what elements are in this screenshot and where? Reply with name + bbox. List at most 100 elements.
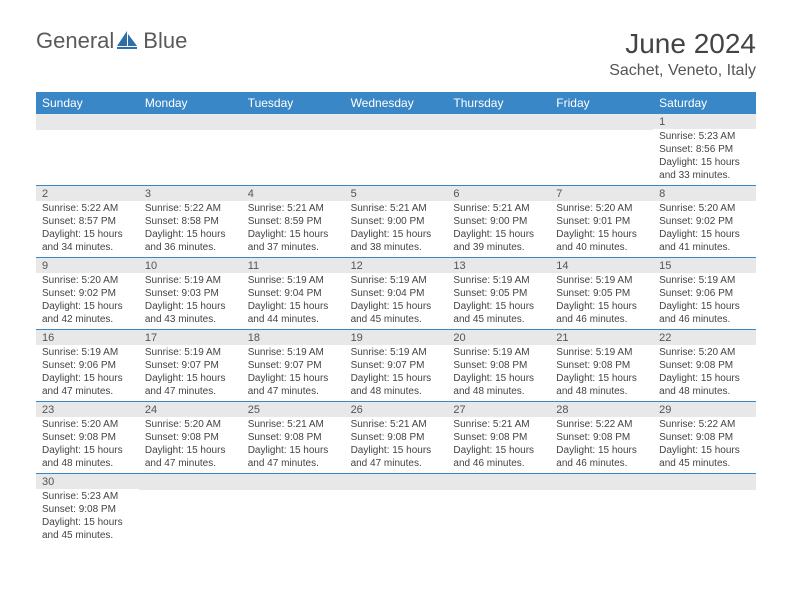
daylight-line: Daylight: 15 hours and 40 minutes. bbox=[556, 228, 647, 254]
day-header-monday: Monday bbox=[139, 92, 242, 114]
day-number: 17 bbox=[139, 330, 242, 345]
day-header-thursday: Thursday bbox=[447, 92, 550, 114]
title-block: June 2024 Sachet, Veneto, Italy bbox=[609, 28, 756, 80]
empty-cell bbox=[345, 474, 448, 545]
sunset-line: Sunset: 9:08 PM bbox=[145, 431, 236, 444]
day-number: 11 bbox=[242, 258, 345, 273]
day-number: 28 bbox=[550, 402, 653, 417]
day-body: Sunrise: 5:19 AMSunset: 9:05 PMDaylight:… bbox=[550, 273, 653, 329]
empty-cell bbox=[447, 474, 550, 545]
sunrise-line: Sunrise: 5:19 AM bbox=[351, 346, 442, 359]
daylight-line: Daylight: 15 hours and 47 minutes. bbox=[351, 444, 442, 470]
daylight-line: Daylight: 15 hours and 41 minutes. bbox=[659, 228, 750, 254]
sunrise-line: Sunrise: 5:19 AM bbox=[248, 346, 339, 359]
day-cell: 16Sunrise: 5:19 AMSunset: 9:06 PMDayligh… bbox=[36, 330, 139, 401]
daylight-line: Daylight: 15 hours and 48 minutes. bbox=[659, 372, 750, 398]
daylight-line: Daylight: 15 hours and 47 minutes. bbox=[145, 372, 236, 398]
day-body: Sunrise: 5:19 AMSunset: 9:04 PMDaylight:… bbox=[345, 273, 448, 329]
day-number: 27 bbox=[447, 402, 550, 417]
day-number: 4 bbox=[242, 186, 345, 201]
day-body: Sunrise: 5:22 AMSunset: 9:08 PMDaylight:… bbox=[653, 417, 756, 473]
sunset-line: Sunset: 9:08 PM bbox=[659, 431, 750, 444]
sunrise-line: Sunrise: 5:22 AM bbox=[659, 418, 750, 431]
day-body: Sunrise: 5:20 AMSunset: 9:01 PMDaylight:… bbox=[550, 201, 653, 257]
daylight-line: Daylight: 15 hours and 46 minutes. bbox=[453, 444, 544, 470]
day-number: 30 bbox=[36, 474, 139, 489]
day-cell: 20Sunrise: 5:19 AMSunset: 9:08 PMDayligh… bbox=[447, 330, 550, 401]
daylight-line: Daylight: 15 hours and 37 minutes. bbox=[248, 228, 339, 254]
empty-cell bbox=[447, 114, 550, 185]
day-body: Sunrise: 5:21 AMSunset: 8:59 PMDaylight:… bbox=[242, 201, 345, 257]
sunset-line: Sunset: 9:08 PM bbox=[453, 431, 544, 444]
daylight-line: Daylight: 15 hours and 46 minutes. bbox=[556, 300, 647, 326]
sunset-line: Sunset: 9:05 PM bbox=[556, 287, 647, 300]
day-header-saturday: Saturday bbox=[653, 92, 756, 114]
daylight-line: Daylight: 15 hours and 48 minutes. bbox=[42, 444, 133, 470]
week-row: 9Sunrise: 5:20 AMSunset: 9:02 PMDaylight… bbox=[36, 258, 756, 330]
day-header-wednesday: Wednesday bbox=[345, 92, 448, 114]
page-header: General Blue June 2024 Sachet, Veneto, I… bbox=[0, 0, 792, 88]
sunrise-line: Sunrise: 5:23 AM bbox=[659, 130, 750, 143]
day-body: Sunrise: 5:22 AMSunset: 8:57 PMDaylight:… bbox=[36, 201, 139, 257]
day-number: 19 bbox=[345, 330, 448, 345]
sunrise-line: Sunrise: 5:19 AM bbox=[556, 274, 647, 287]
sunset-line: Sunset: 9:03 PM bbox=[145, 287, 236, 300]
empty-cell bbox=[139, 474, 242, 545]
sunrise-line: Sunrise: 5:21 AM bbox=[248, 202, 339, 215]
day-body: Sunrise: 5:19 AMSunset: 9:05 PMDaylight:… bbox=[447, 273, 550, 329]
day-cell: 18Sunrise: 5:19 AMSunset: 9:07 PMDayligh… bbox=[242, 330, 345, 401]
day-cell: 27Sunrise: 5:21 AMSunset: 9:08 PMDayligh… bbox=[447, 402, 550, 473]
sunset-line: Sunset: 8:59 PM bbox=[248, 215, 339, 228]
day-cell: 28Sunrise: 5:22 AMSunset: 9:08 PMDayligh… bbox=[550, 402, 653, 473]
day-number: 22 bbox=[653, 330, 756, 345]
day-cell: 25Sunrise: 5:21 AMSunset: 9:08 PMDayligh… bbox=[242, 402, 345, 473]
daylight-line: Daylight: 15 hours and 45 minutes. bbox=[453, 300, 544, 326]
empty-cell bbox=[550, 114, 653, 185]
day-body bbox=[242, 490, 345, 542]
day-body: Sunrise: 5:19 AMSunset: 9:07 PMDaylight:… bbox=[242, 345, 345, 401]
sunrise-line: Sunrise: 5:20 AM bbox=[145, 418, 236, 431]
sunset-line: Sunset: 9:08 PM bbox=[42, 503, 133, 516]
sunrise-line: Sunrise: 5:22 AM bbox=[42, 202, 133, 215]
sunset-line: Sunset: 8:56 PM bbox=[659, 143, 750, 156]
day-number bbox=[447, 474, 550, 490]
sunset-line: Sunset: 9:07 PM bbox=[145, 359, 236, 372]
daylight-line: Daylight: 15 hours and 43 minutes. bbox=[145, 300, 236, 326]
day-number bbox=[550, 474, 653, 490]
day-body: Sunrise: 5:22 AMSunset: 8:58 PMDaylight:… bbox=[139, 201, 242, 257]
sunrise-line: Sunrise: 5:19 AM bbox=[145, 346, 236, 359]
day-number: 2 bbox=[36, 186, 139, 201]
day-header-row: SundayMondayTuesdayWednesdayThursdayFrid… bbox=[36, 92, 756, 114]
daylight-line: Daylight: 15 hours and 36 minutes. bbox=[145, 228, 236, 254]
day-body: Sunrise: 5:20 AMSunset: 9:08 PMDaylight:… bbox=[36, 417, 139, 473]
day-cell: 5Sunrise: 5:21 AMSunset: 9:00 PMDaylight… bbox=[345, 186, 448, 257]
sunrise-line: Sunrise: 5:20 AM bbox=[659, 346, 750, 359]
day-cell: 23Sunrise: 5:20 AMSunset: 9:08 PMDayligh… bbox=[36, 402, 139, 473]
empty-cell bbox=[242, 474, 345, 545]
daylight-line: Daylight: 15 hours and 48 minutes. bbox=[556, 372, 647, 398]
day-cell: 24Sunrise: 5:20 AMSunset: 9:08 PMDayligh… bbox=[139, 402, 242, 473]
day-body: Sunrise: 5:22 AMSunset: 9:08 PMDaylight:… bbox=[550, 417, 653, 473]
week-row: 30Sunrise: 5:23 AMSunset: 9:08 PMDayligh… bbox=[36, 474, 756, 545]
day-number bbox=[242, 114, 345, 130]
day-number: 26 bbox=[345, 402, 448, 417]
day-body: Sunrise: 5:19 AMSunset: 9:06 PMDaylight:… bbox=[653, 273, 756, 329]
sunset-line: Sunset: 9:04 PM bbox=[248, 287, 339, 300]
logo: General Blue bbox=[36, 28, 187, 54]
logo-text-general: General bbox=[36, 28, 114, 54]
week-row: 2Sunrise: 5:22 AMSunset: 8:57 PMDaylight… bbox=[36, 186, 756, 258]
sunset-line: Sunset: 9:00 PM bbox=[453, 215, 544, 228]
day-cell: 12Sunrise: 5:19 AMSunset: 9:04 PMDayligh… bbox=[345, 258, 448, 329]
sunset-line: Sunset: 9:08 PM bbox=[556, 359, 647, 372]
day-body bbox=[139, 130, 242, 182]
daylight-line: Daylight: 15 hours and 47 minutes. bbox=[248, 372, 339, 398]
day-cell: 13Sunrise: 5:19 AMSunset: 9:05 PMDayligh… bbox=[447, 258, 550, 329]
day-header-sunday: Sunday bbox=[36, 92, 139, 114]
day-number: 25 bbox=[242, 402, 345, 417]
day-body: Sunrise: 5:21 AMSunset: 9:08 PMDaylight:… bbox=[447, 417, 550, 473]
day-body bbox=[653, 490, 756, 542]
day-body: Sunrise: 5:23 AMSunset: 8:56 PMDaylight:… bbox=[653, 129, 756, 185]
day-body bbox=[550, 130, 653, 182]
day-number: 15 bbox=[653, 258, 756, 273]
day-cell: 2Sunrise: 5:22 AMSunset: 8:57 PMDaylight… bbox=[36, 186, 139, 257]
